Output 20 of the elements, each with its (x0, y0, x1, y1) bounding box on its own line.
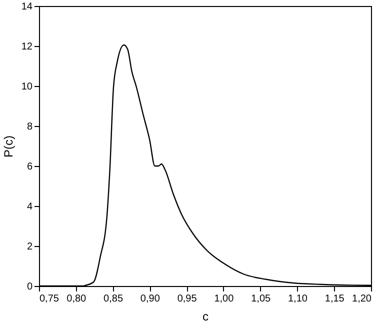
x-tick-label: 0,95 (177, 294, 198, 304)
x-tick-label: 0,80 (66, 294, 87, 304)
y-tick-label: 12 (21, 42, 33, 52)
x-tick-label: 1,20 (352, 294, 372, 304)
x-tick-label: 1,05 (251, 294, 271, 304)
x-axis-title: c (202, 310, 208, 324)
y-tick-label: 2 (26, 242, 33, 252)
y-tick-label: 4 (26, 202, 33, 212)
y-tick-label: 0 (26, 282, 33, 292)
y-tick-label: 8 (26, 122, 33, 132)
x-tick-label: 0,90 (140, 294, 160, 304)
y-tick-label: 6 (26, 162, 33, 172)
y-tick-label: 10 (21, 82, 33, 92)
y-axis-title: P(c) (1, 136, 16, 158)
x-tick-label: 1,00 (214, 294, 234, 304)
y-tick-label: 14 (21, 2, 33, 12)
x-tick-label: 0,85 (104, 294, 124, 304)
x-tick-label: 0,75 (40, 294, 60, 304)
x-tick-label: 1,10 (288, 294, 308, 304)
x-tick-label: 1,15 (324, 294, 345, 304)
